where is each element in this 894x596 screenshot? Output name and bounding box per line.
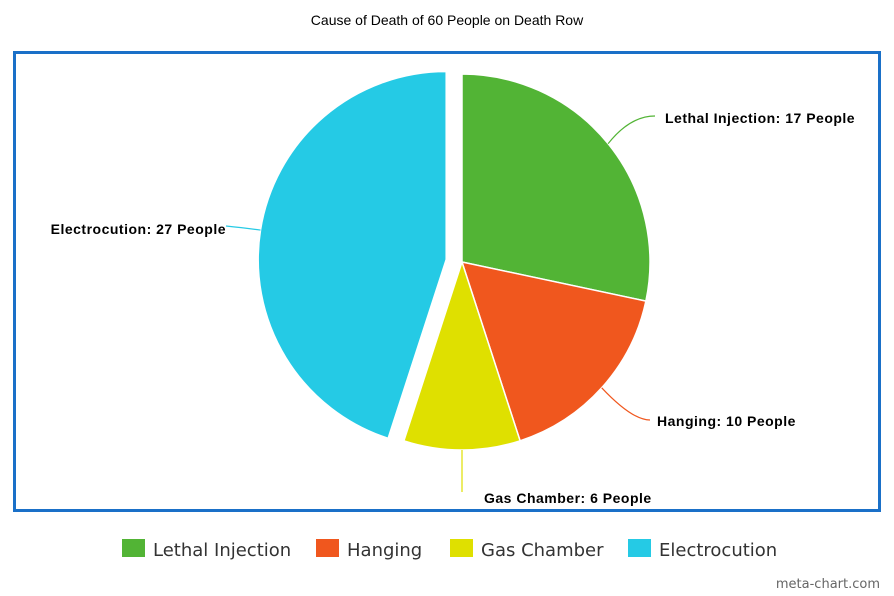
- legend-item-hanging[interactable]: Hanging: [316, 539, 422, 561]
- data-label: Electrocution: 27 People: [51, 221, 226, 237]
- pie-slice-lethal-injection[interactable]: [461, 73, 651, 302]
- legend-label: Electrocution: [659, 540, 777, 561]
- legend-label: Lethal Injection: [153, 540, 291, 561]
- legend-swatch: [628, 539, 651, 557]
- pie-slice-gas-chamber[interactable]: [402, 259, 522, 451]
- credit-text: meta-chart.com: [776, 577, 880, 592]
- pie-slice-electrocution[interactable]: [257, 70, 447, 440]
- legend-item-gas-chamber[interactable]: Gas Chamber: [450, 539, 604, 561]
- legend-swatch: [122, 539, 145, 557]
- leader-line: [225, 225, 261, 231]
- legend-swatch: [316, 539, 339, 557]
- leader-line: [601, 387, 651, 421]
- legend-label: Hanging: [347, 540, 422, 561]
- leader-line: [607, 115, 656, 145]
- data-label: Hanging: 10 People: [657, 413, 796, 429]
- data-label: Gas Chamber: 6 People: [484, 490, 652, 506]
- chart-title: Cause of Death of 60 People on Death Row: [311, 12, 584, 28]
- legend-swatch: [450, 539, 473, 557]
- legend-item-lethal-injection[interactable]: Lethal Injection: [122, 539, 291, 561]
- chart-border: [13, 51, 881, 512]
- legend-label: Gas Chamber: [481, 540, 604, 561]
- legend-item-electrocution[interactable]: Electrocution: [628, 539, 777, 561]
- data-label: Lethal Injection: 17 People: [665, 110, 855, 126]
